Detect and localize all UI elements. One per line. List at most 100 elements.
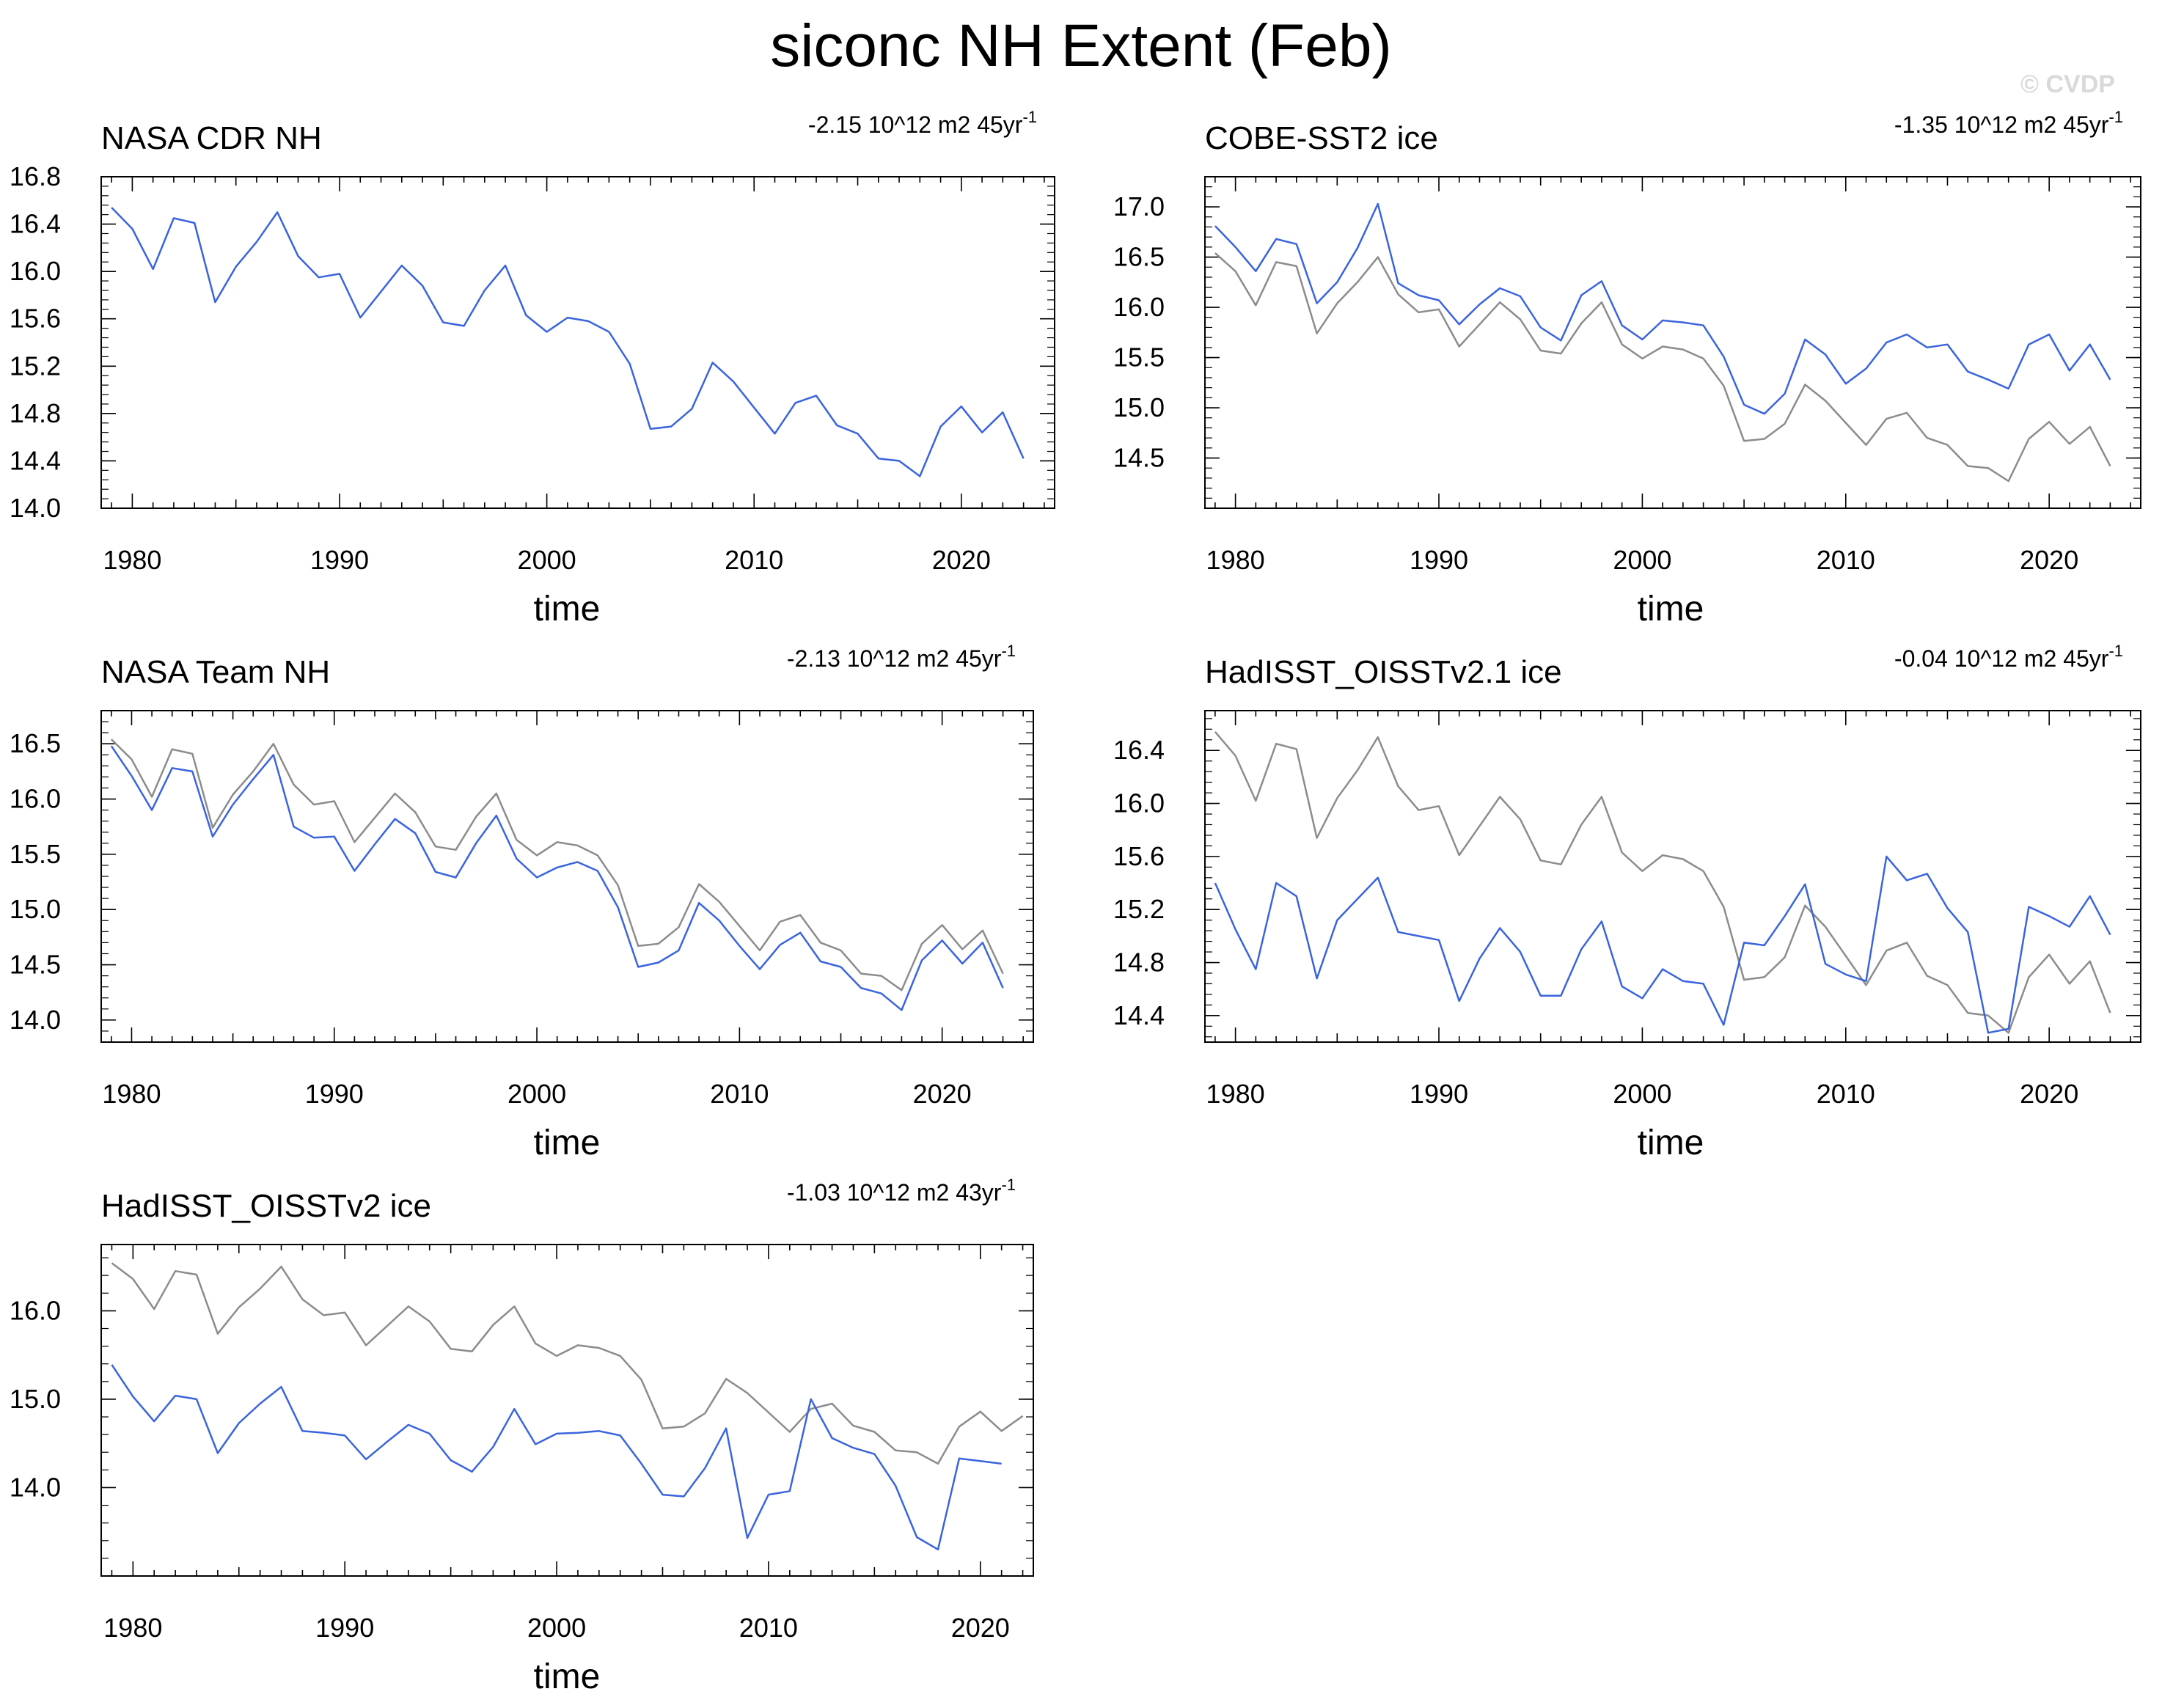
x-tick-label: 2010: [1817, 1079, 1875, 1109]
y-tick-label: 16.4: [1113, 735, 1165, 765]
chart-panel-2: 1980 1990 2000 2010 2020 14.5 15.0 15.5 16.0 16.5…: [1113, 108, 2141, 628]
panel-title: COBE-SST2 ice: [1205, 120, 1438, 156]
x-tick-label: 1980: [103, 545, 161, 575]
panel-title: NASA Team NH: [101, 654, 330, 690]
chart-panel-5: 1980 1990 2000 2010 2020 14.0 15.0 16.0 HadISST_…: [10, 1176, 1034, 1696]
panel-title: HadISST_OISSTv2.1 ice: [1205, 654, 1562, 690]
trend-text: -1.35 10^12 m2 45yr: [1894, 111, 2109, 138]
x-tick-label: 1990: [1410, 1079, 1468, 1109]
y-tick-label: 15.2: [1113, 894, 1165, 924]
y-tick-label: 16.0: [10, 1295, 61, 1325]
y-tick-label: 14.8: [1113, 948, 1165, 978]
x-tick-label: 2020: [951, 1613, 1010, 1643]
y-tick-label: 15.0: [10, 894, 61, 924]
x-tick-label: 1990: [315, 1613, 374, 1643]
series-line-2: [110, 745, 1004, 1011]
y-tick-label: 16.8: [10, 161, 61, 191]
trend-label: -2.15 10^12 m2 45yr-1: [808, 108, 1037, 138]
y-tick-label: 14.8: [10, 398, 61, 428]
x-tick-label: 2000: [527, 1613, 586, 1643]
x-tick-label: 2020: [913, 1079, 972, 1109]
y-tick-label: 15.2: [10, 351, 61, 381]
series-line-1: [110, 738, 1004, 992]
plot-frame: [100, 1244, 1034, 1577]
x-axis-label: time: [534, 1124, 601, 1162]
y-tick-label: 14.0: [10, 1005, 61, 1035]
page-title: siconc NH Extent (Feb): [770, 12, 1392, 79]
x-tick-label: 1980: [102, 1079, 161, 1109]
trend-label: -0.04 10^12 m2 45yr-1: [1894, 642, 2123, 672]
trend-text: -2.15 10^12 m2 45yr: [808, 111, 1023, 138]
plot-frame: [100, 176, 1055, 509]
trend-label: -2.13 10^12 m2 45yr-1: [787, 642, 1016, 672]
plot-frame: [100, 710, 1034, 1043]
y-tick-label: 15.5: [10, 839, 61, 869]
y-tick-label: 14.5: [1113, 443, 1165, 473]
trend-exponent: -1: [1022, 108, 1037, 126]
y-tick-label: 15.0: [10, 1384, 61, 1414]
series-line-2: [111, 1364, 1002, 1551]
series-line-1: [111, 207, 1025, 477]
y-tick-label: 14.4: [1113, 1000, 1165, 1030]
x-tick-label: 1990: [305, 1079, 364, 1109]
x-axis-label: time: [1638, 1124, 1704, 1162]
trend-label: -1.35 10^12 m2 45yr-1: [1894, 108, 2123, 138]
trend-exponent: -1: [2108, 642, 2123, 660]
series-line-2: [1214, 202, 2111, 415]
y-tick-label: 16.0: [1113, 292, 1165, 322]
y-tick-label: 16.0: [10, 784, 61, 814]
x-tick-label: 1990: [310, 545, 369, 575]
y-tick-label: 17.0: [1113, 191, 1165, 221]
series-line-2: [1214, 855, 2111, 1034]
x-tick-label: 2000: [1613, 1079, 1671, 1109]
x-tick-label: 2010: [725, 545, 783, 575]
trend-text: -1.03 10^12 m2 43yr: [787, 1179, 1002, 1206]
chart-panel-4: 1980 1990 2000 2010 2020 14.4 14.8 15.2 15.6 16.0…: [1113, 642, 2141, 1162]
y-tick-label: 14.0: [10, 1472, 61, 1502]
panel-title: HadISST_OISSTv2 ice: [101, 1188, 431, 1224]
y-tick-label: 15.0: [1113, 392, 1165, 422]
x-tick-label: 2010: [739, 1613, 798, 1643]
y-tick-label: 16.5: [1113, 242, 1165, 272]
x-tick-label: 2010: [710, 1079, 769, 1109]
y-tick-label: 15.5: [1113, 342, 1165, 373]
y-tick-label: 15.6: [10, 304, 61, 334]
y-tick-label: 14.0: [10, 493, 61, 523]
y-tick-label: 15.6: [1113, 841, 1165, 871]
x-tick-label: 2000: [1613, 545, 1671, 575]
plot-frame: [1204, 176, 2141, 509]
y-tick-label: 16.0: [10, 256, 61, 286]
trend-label: -1.03 10^12 m2 43yr-1: [787, 1176, 1016, 1206]
trend-exponent: -1: [2108, 108, 2123, 126]
chart-panel-3: 1980 1990 2000 2010 2020 14.0 14.5 15.0 15.5 16.0…: [10, 642, 1034, 1162]
watermark: © CVDP: [2020, 70, 2115, 98]
x-tick-label: 1980: [103, 1613, 162, 1643]
plot-frame: [1204, 710, 2141, 1043]
x-tick-label: 2000: [518, 545, 576, 575]
trend-exponent: -1: [1001, 1176, 1016, 1194]
trend-text: -0.04 10^12 m2 45yr: [1894, 645, 2109, 672]
x-axis-label: time: [1638, 590, 1704, 628]
series-line-1: [1214, 731, 2111, 1034]
x-tick-label: 1990: [1410, 545, 1468, 575]
x-tick-label: 1980: [1206, 1079, 1265, 1109]
x-axis-label: time: [534, 1657, 601, 1696]
series-line-1: [1214, 252, 2111, 483]
series-line-1: [111, 1262, 1024, 1465]
x-tick-label: 2020: [2020, 1079, 2078, 1109]
x-tick-label: 2000: [507, 1079, 566, 1109]
x-tick-label: 2020: [932, 545, 991, 575]
chart-panel-1: 1980 1990 2000 2010 2020 14.0 14.4 14.8 15.2 15.6…: [10, 108, 1055, 628]
panel-title: NASA CDR NH: [101, 120, 322, 156]
y-tick-label: 16.0: [1113, 788, 1165, 818]
trend-exponent: -1: [1001, 642, 1016, 660]
x-tick-label: 2020: [2020, 545, 2078, 575]
y-tick-label: 14.4: [10, 445, 61, 475]
trend-text: -2.13 10^12 m2 45yr: [787, 645, 1002, 672]
x-tick-label: 2010: [1817, 545, 1875, 575]
y-tick-label: 16.4: [10, 209, 61, 239]
y-tick-label: 16.5: [10, 728, 61, 758]
x-axis-label: time: [534, 590, 601, 628]
x-tick-label: 1980: [1206, 545, 1265, 575]
